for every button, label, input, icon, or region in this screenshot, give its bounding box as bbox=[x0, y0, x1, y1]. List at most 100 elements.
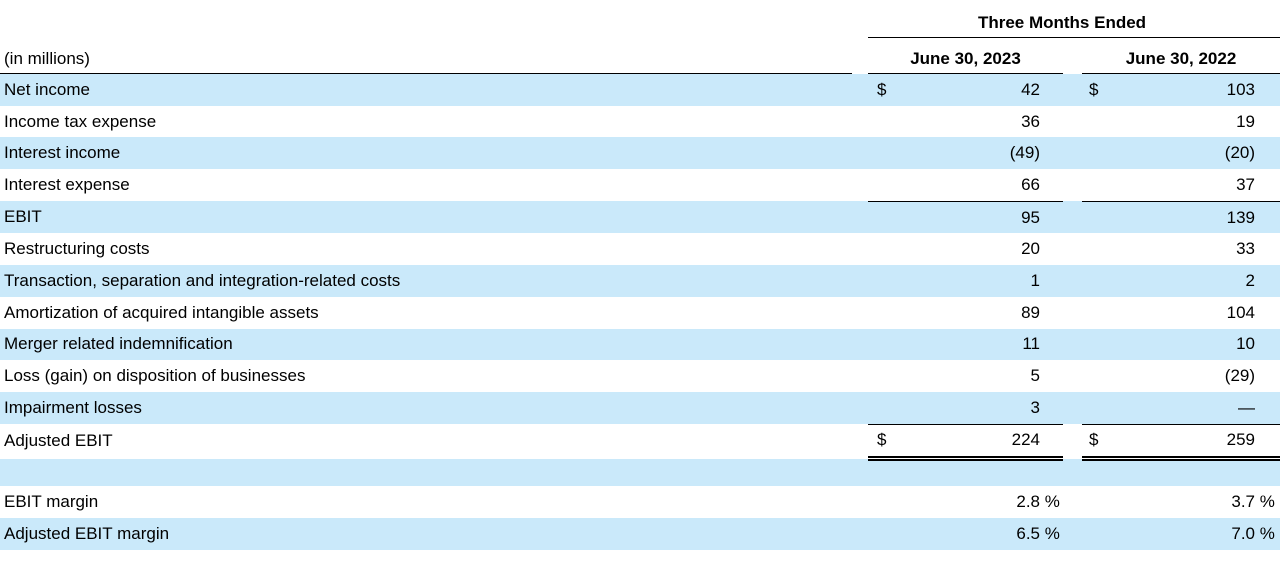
financial-document-page: Three Months Ended (in millions) June 30… bbox=[0, 8, 1280, 550]
value-cell: 36 bbox=[894, 106, 1063, 138]
value-cell bbox=[894, 459, 1063, 487]
currency-symbol bbox=[1082, 329, 1108, 361]
table-row: Merger related indemnification 11 10 bbox=[0, 328, 1280, 361]
table-row: Income tax expense 36 19 bbox=[0, 106, 1280, 138]
table-row: Net income $ 42 $ 103 bbox=[0, 73, 1280, 106]
currency-symbol bbox=[1082, 518, 1108, 550]
column-gap bbox=[1063, 265, 1082, 297]
currency-symbol bbox=[868, 201, 894, 233]
column-gap bbox=[1063, 424, 1082, 459]
value-cell: 37 bbox=[1108, 169, 1280, 202]
table-row: Impairment losses 3 — bbox=[0, 391, 1280, 425]
value-2023: 66 bbox=[1021, 174, 1040, 194]
value-cell: 66 bbox=[894, 169, 1063, 202]
currency-symbol bbox=[868, 106, 894, 138]
value-2023: 89 bbox=[1021, 302, 1040, 322]
currency-symbol bbox=[868, 169, 894, 202]
column-gap bbox=[852, 459, 868, 487]
value-2023: 6.5 bbox=[1016, 523, 1040, 543]
column-gap bbox=[1063, 106, 1082, 138]
value-2022: — bbox=[1238, 397, 1256, 417]
value-2023: 95 bbox=[1021, 207, 1040, 227]
value-cell: 1 bbox=[894, 265, 1063, 297]
value-cell: 33 bbox=[1108, 233, 1280, 265]
value-cell: — bbox=[1108, 391, 1280, 425]
row-label: Restructuring costs bbox=[4, 239, 150, 259]
column-gap bbox=[852, 360, 868, 392]
value-2022: (29) bbox=[1224, 366, 1256, 386]
column-gap bbox=[852, 424, 868, 459]
currency-symbol bbox=[1082, 297, 1108, 329]
currency-symbol bbox=[868, 360, 894, 392]
row-label: EBIT bbox=[4, 207, 42, 227]
value-cell: 42 bbox=[894, 74, 1063, 106]
value-2023: 11 bbox=[1022, 334, 1040, 354]
row-label: Interest expense bbox=[4, 175, 130, 195]
currency-symbol bbox=[1082, 265, 1108, 297]
column-gap bbox=[1063, 233, 1082, 265]
currency-symbol bbox=[1082, 360, 1108, 392]
value-cell: 3 bbox=[894, 391, 1063, 425]
value-cell: 10 bbox=[1108, 329, 1280, 361]
currency-symbol bbox=[868, 391, 894, 425]
column-gap bbox=[852, 518, 868, 550]
currency-symbol: $ bbox=[1089, 79, 1099, 99]
column-gap bbox=[1063, 137, 1082, 169]
column-gap bbox=[852, 8, 868, 38]
column-gap bbox=[852, 392, 868, 424]
value-cell: 11 bbox=[894, 329, 1063, 361]
value-cell: 19 bbox=[1108, 106, 1280, 138]
currency-symbol bbox=[868, 265, 894, 297]
value-2022: 104 bbox=[1226, 302, 1256, 322]
column-header-row: (in millions) June 30, 2023 June 30, 202… bbox=[0, 37, 1280, 74]
value-2023: 1 bbox=[1030, 270, 1040, 290]
value-2022: 139 bbox=[1226, 207, 1256, 227]
column-header-2022: June 30, 2022 bbox=[1082, 37, 1280, 74]
value-cell: 20 bbox=[894, 233, 1063, 265]
value-2023: 5 bbox=[1030, 366, 1040, 386]
value-2022: 37 bbox=[1236, 174, 1256, 194]
currency-symbol bbox=[1082, 391, 1108, 425]
row-label: Impairment losses bbox=[4, 397, 142, 417]
column-gap bbox=[1063, 486, 1082, 518]
column-gap bbox=[1063, 74, 1082, 106]
period-header-row: Three Months Ended bbox=[0, 8, 1280, 38]
value-cell: 103 bbox=[1108, 74, 1280, 106]
value-cell: 89 bbox=[894, 297, 1063, 329]
column-gap bbox=[852, 137, 868, 169]
value-cell: 259 bbox=[1108, 424, 1280, 462]
currency-symbol bbox=[1082, 459, 1108, 487]
currency-symbol bbox=[1082, 201, 1108, 233]
value-2023: (49) bbox=[1009, 143, 1040, 163]
units-label: (in millions) bbox=[0, 37, 852, 74]
value-cell: 3.7 % bbox=[1231, 492, 1275, 512]
value-cell: 5 bbox=[894, 360, 1063, 392]
column-gap bbox=[852, 74, 868, 106]
value-2022: 7.0 bbox=[1231, 523, 1256, 543]
column-gap bbox=[852, 169, 868, 201]
currency-symbol bbox=[868, 297, 894, 329]
table-row: EBIT 95 139 bbox=[0, 201, 1280, 234]
currency-symbol bbox=[868, 329, 894, 361]
column-gap bbox=[852, 329, 868, 361]
value-cell: 104 bbox=[1108, 297, 1280, 329]
row-label: Net income bbox=[4, 79, 90, 99]
column-gap bbox=[852, 297, 868, 329]
row-label: Amortization of acquired intangible asse… bbox=[4, 302, 319, 322]
row-label: Adjusted EBIT bbox=[4, 431, 113, 451]
column-gap bbox=[852, 201, 868, 233]
column-gap bbox=[1063, 360, 1082, 392]
table-row: Restructuring costs 20 33 bbox=[0, 233, 1280, 265]
row-label: Income tax expense bbox=[4, 111, 157, 131]
currency-symbol bbox=[1082, 137, 1108, 169]
value-2022: 10 bbox=[1236, 334, 1256, 354]
currency-symbol bbox=[1082, 486, 1108, 518]
currency-symbol: $ bbox=[877, 79, 887, 99]
table-row: Adjusted EBIT margin 6.5 % 7.0 % bbox=[0, 517, 1280, 550]
value-cell: 224 bbox=[894, 424, 1063, 462]
value-2022: (20) bbox=[1224, 143, 1256, 163]
currency-symbol bbox=[868, 233, 894, 265]
row-label: Loss (gain) on disposition of businesses bbox=[4, 366, 306, 386]
column-gap bbox=[1063, 459, 1082, 487]
value-cell: 95 bbox=[894, 201, 1063, 233]
